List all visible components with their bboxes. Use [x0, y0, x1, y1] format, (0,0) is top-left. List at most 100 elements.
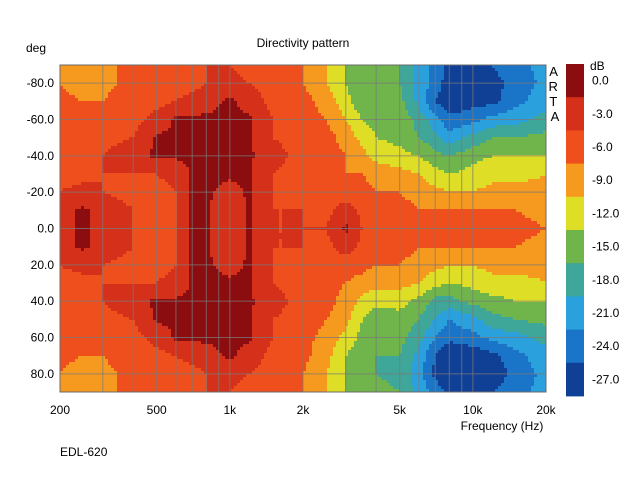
- heatmap-cell: [357, 116, 361, 120]
- heatmap-cell: [525, 110, 529, 114]
- heatmap-cell: [381, 74, 385, 78]
- heatmap-cell: [510, 83, 514, 87]
- heatmap-cell: [240, 131, 244, 135]
- heatmap-cell: [270, 128, 274, 132]
- heatmap-cell: [276, 77, 280, 81]
- heatmap-cell: [213, 86, 217, 90]
- heatmap-cell: [234, 80, 238, 84]
- heatmap-cell: [402, 143, 406, 147]
- heatmap-cell: [87, 71, 91, 75]
- heatmap-cell: [363, 110, 367, 114]
- heatmap-cell: [354, 137, 358, 141]
- heatmap-cell: [333, 74, 337, 78]
- heatmap-cell: [366, 125, 370, 129]
- heatmap-cell: [267, 65, 271, 69]
- heatmap-cell: [540, 137, 544, 141]
- heatmap-cell: [414, 89, 418, 93]
- heatmap-cell: [486, 128, 490, 132]
- heatmap-cell: [183, 125, 187, 129]
- heatmap-cell: [483, 128, 487, 132]
- heatmap-cell: [360, 107, 364, 111]
- heatmap-cell: [273, 95, 277, 99]
- heatmap-cell: [195, 143, 199, 147]
- heatmap-cell: [279, 104, 283, 108]
- heatmap-cell: [180, 92, 184, 96]
- heatmap-cell: [225, 113, 229, 117]
- heatmap-cell: [198, 89, 202, 93]
- heatmap-cell: [246, 71, 250, 75]
- heatmap-cell: [510, 74, 514, 78]
- heatmap-cell: [264, 104, 268, 108]
- heatmap-cell: [297, 68, 301, 72]
- heatmap-cell: [240, 71, 244, 75]
- heatmap-cell: [93, 113, 97, 117]
- heatmap-cell: [402, 77, 406, 81]
- heatmap-cell: [63, 137, 67, 141]
- heatmap-cell: [240, 80, 244, 84]
- heatmap-cell: [63, 140, 67, 144]
- heatmap-cell: [96, 128, 100, 132]
- heatmap-cell: [339, 128, 343, 132]
- heatmap-cell: [195, 86, 199, 90]
- heatmap-cell: [522, 95, 526, 99]
- heatmap-cell: [87, 116, 91, 120]
- heatmap-cell: [237, 92, 241, 96]
- heatmap-cell: [357, 131, 361, 135]
- heatmap-cell: [513, 140, 517, 144]
- heatmap-cell: [321, 119, 325, 123]
- heatmap-cell: [132, 104, 136, 108]
- heatmap-cell: [222, 125, 226, 129]
- heatmap-cell: [498, 74, 502, 78]
- heatmap-cell: [327, 113, 331, 117]
- heatmap-cell: [231, 128, 235, 132]
- heatmap-cell: [321, 77, 325, 81]
- heatmap-cell: [522, 98, 526, 102]
- heatmap-cell: [246, 134, 250, 138]
- heatmap-cell: [369, 125, 373, 129]
- heatmap-cell: [321, 89, 325, 93]
- heatmap-cell: [450, 107, 454, 111]
- heatmap-cell: [285, 116, 289, 120]
- heatmap-cell: [159, 95, 163, 99]
- heatmap-cell: [477, 98, 481, 102]
- heatmap-cell: [381, 134, 385, 138]
- heatmap-cell: [465, 119, 469, 123]
- heatmap-cell: [429, 116, 433, 120]
- heatmap-cell: [294, 140, 298, 144]
- heatmap-cell: [525, 131, 529, 135]
- heatmap-cell: [294, 110, 298, 114]
- heatmap-cell: [234, 104, 238, 108]
- heatmap-cell: [363, 113, 367, 117]
- heatmap-cell: [117, 104, 121, 108]
- heatmap-cell: [492, 68, 496, 72]
- heatmap-cell: [327, 83, 331, 87]
- heatmap-cell: [294, 134, 298, 138]
- heatmap-cell: [108, 74, 112, 78]
- heatmap-cell: [117, 101, 121, 105]
- heatmap-cell: [141, 86, 145, 90]
- heatmap-cell: [69, 128, 73, 132]
- heatmap-cell: [120, 104, 124, 108]
- heatmap-cell: [162, 65, 166, 69]
- heatmap-cell: [87, 125, 91, 129]
- heatmap-cell: [93, 98, 97, 102]
- heatmap-cell: [516, 107, 520, 111]
- heatmap-cell: [468, 83, 472, 87]
- heatmap-cell: [309, 104, 313, 108]
- heatmap-cell: [114, 146, 118, 150]
- heatmap-cell: [75, 68, 79, 72]
- heatmap-cell: [141, 137, 145, 141]
- heatmap-cell: [306, 65, 310, 69]
- heatmap-cell: [240, 134, 244, 138]
- heatmap-cell: [348, 143, 352, 147]
- heatmap-cell: [108, 83, 112, 87]
- heatmap-cell: [261, 101, 265, 105]
- heatmap-cell: [222, 119, 226, 123]
- heatmap-cell: [408, 104, 412, 108]
- heatmap-cell: [441, 80, 445, 84]
- heatmap-cell: [60, 68, 64, 72]
- heatmap-cell: [162, 116, 166, 120]
- heatmap-cell: [132, 98, 136, 102]
- heatmap-cell: [324, 122, 328, 126]
- heatmap-cell: [408, 134, 412, 138]
